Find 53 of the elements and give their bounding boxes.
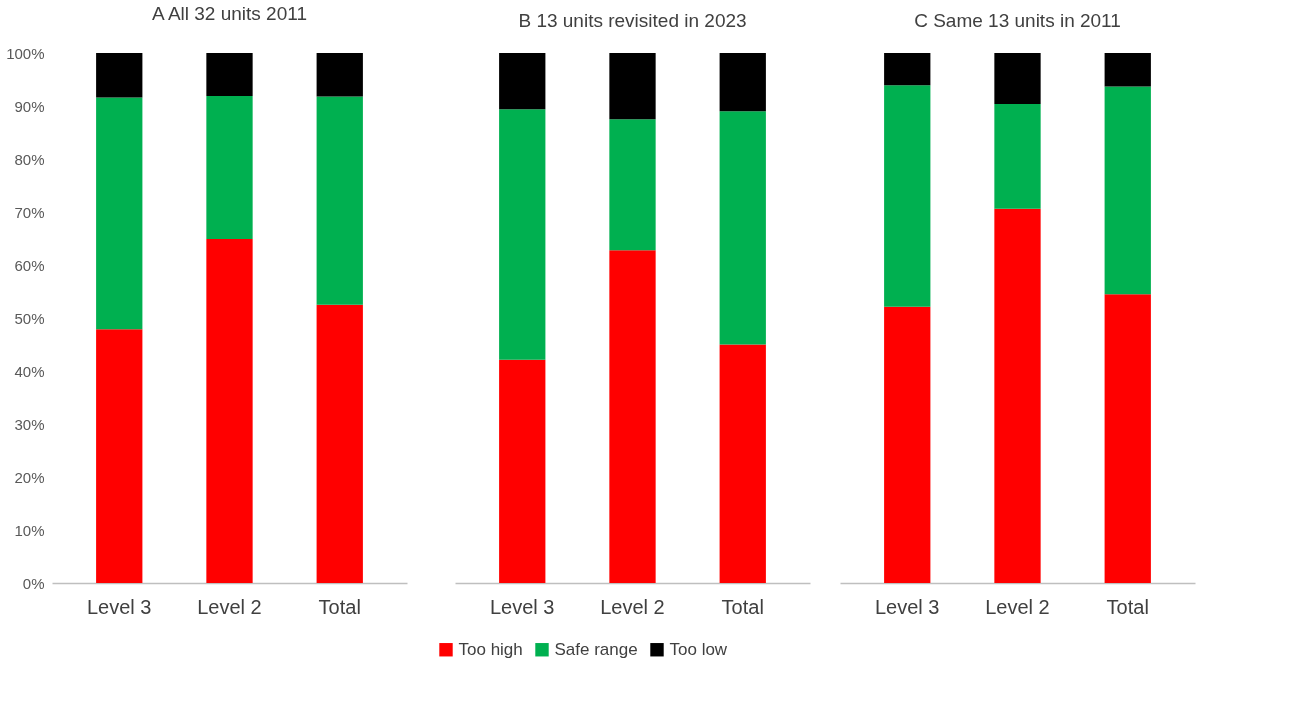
bar [499,109,546,360]
bar [206,95,253,240]
bar [609,119,656,251]
legend-label: Safe range [554,639,638,659]
y-tick-label: 20% [14,468,45,486]
bar [316,96,363,305]
bar [1104,53,1151,87]
bar [719,111,766,345]
y-tick-label: 40% [14,362,45,380]
bar [96,97,143,330]
x-tick-label: Level 2 [197,595,262,618]
bar [1104,294,1151,583]
y-tick-label: 80% [14,150,45,168]
bar [719,53,766,112]
legend-label: Too low [669,639,728,659]
bar [96,53,143,98]
y-tick-label: 60% [14,256,45,274]
bar [206,239,253,583]
bar [884,53,931,86]
chart-title: A All 32 units 2011 [152,3,307,24]
bar [1104,86,1151,295]
y-tick-label: 50% [14,309,45,327]
x-tick-label: Level 2 [985,595,1050,618]
bar [316,53,363,97]
bar [994,208,1041,583]
y-tick-label: 30% [14,415,45,433]
x-tick-label: Total [721,595,764,618]
bar [206,53,253,96]
x-tick-label: Level 3 [875,595,940,618]
y-tick-label: 100% [6,44,45,62]
bar [609,250,656,583]
x-tick-label: Level 3 [490,595,555,618]
bar [499,53,546,110]
bar [719,344,766,583]
y-tick-label: 70% [14,203,45,221]
bar [316,304,363,583]
chart-title: C Same 13 units in 2011 [914,10,1121,31]
x-tick-label: Level 2 [600,595,665,618]
y-tick-label: 0% [22,574,45,592]
y-tick-label: 10% [14,521,45,539]
x-tick-label: Total [1106,595,1149,618]
bar [884,85,931,307]
bar [96,329,143,583]
legend-label: Too high [458,639,523,659]
bar [994,103,1041,209]
chart-title: B 13 units revisited in 2023 [518,10,747,31]
bar [884,306,931,583]
x-tick-label: Total [318,595,361,618]
bar [994,53,1041,104]
bar [499,359,546,583]
bar [609,53,656,120]
x-tick-label: Level 3 [87,595,152,618]
y-tick-label: 90% [14,97,45,115]
